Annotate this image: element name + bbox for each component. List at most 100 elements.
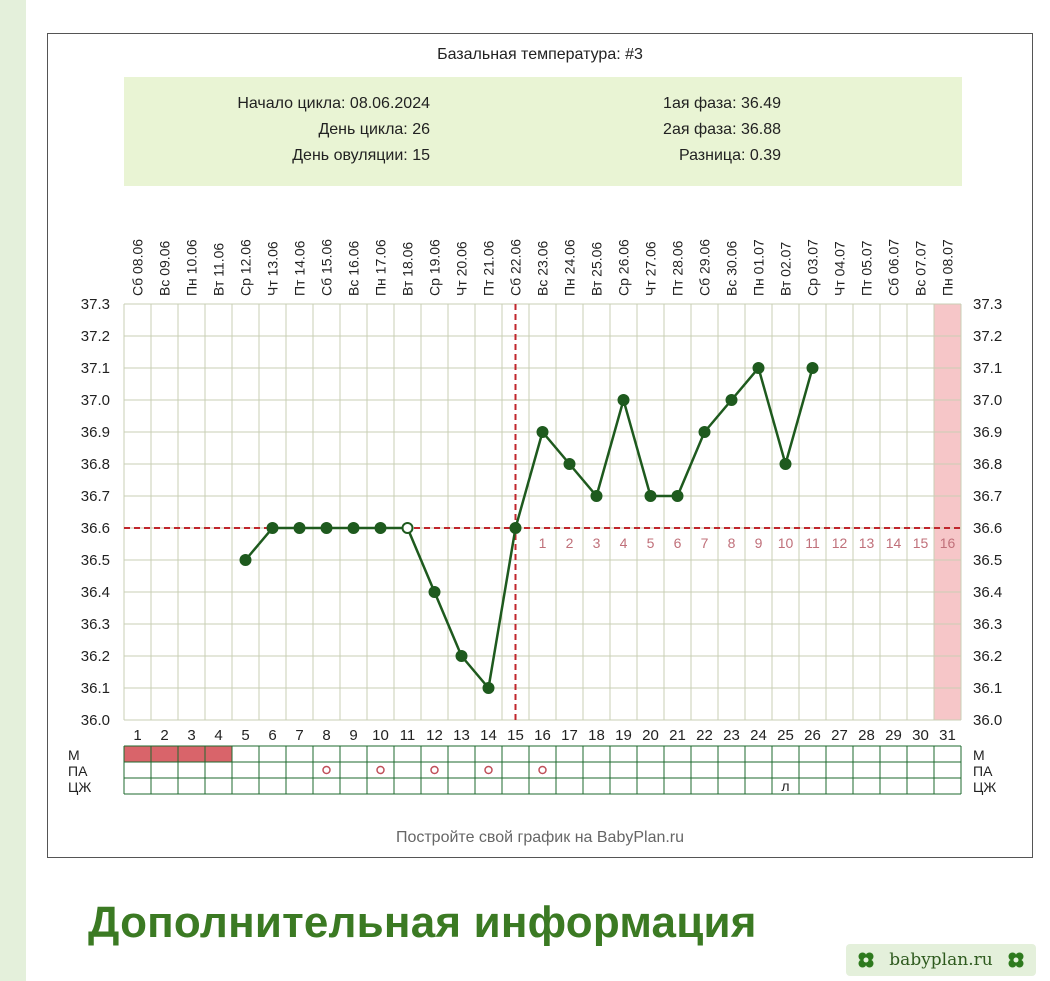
x-day-label: 24 xyxy=(750,727,767,744)
date-label: Пт 21.06 xyxy=(481,240,497,296)
temperature-point xyxy=(428,586,441,598)
x-day-label: 25 xyxy=(777,727,794,744)
date-label: Сб 29.06 xyxy=(697,239,713,296)
bbt-chart: Базальная температура: #3 Начало цикла: 0… xyxy=(47,33,1033,858)
y-tick-label-left: 36.2 xyxy=(81,648,110,665)
site-badge-text: babyplan.ru xyxy=(889,950,993,970)
date-label: Ср 03.07 xyxy=(805,239,821,296)
temperature-point xyxy=(455,650,468,662)
y-tick-label-right: 36.0 xyxy=(973,712,1002,729)
row-label-left: М xyxy=(68,747,80,763)
date-label: Вт 18.06 xyxy=(400,242,416,296)
x-day-label: 14 xyxy=(480,727,497,744)
site-badge[interactable]: babyplan.ru xyxy=(846,944,1036,976)
y-tick-label-right: 36.5 xyxy=(973,552,1002,569)
row-label-left: ЦЖ xyxy=(68,779,91,795)
info-left-1: День цикла: 26 xyxy=(318,121,430,138)
y-tick-label-right: 37.0 xyxy=(973,392,1002,409)
temperature-point xyxy=(320,522,333,534)
row-mark-circle xyxy=(430,765,439,775)
x-day-label: 27 xyxy=(831,727,848,744)
x-day-label: 16 xyxy=(534,727,551,744)
row-mark-circle xyxy=(322,765,331,775)
date-label: Чт 20.06 xyxy=(454,241,470,296)
y-tick-label-left: 36.5 xyxy=(81,552,110,569)
x-day-label: 31 xyxy=(939,727,956,744)
date-label: Сб 08.06 xyxy=(130,239,146,296)
temperature-point xyxy=(725,394,738,406)
date-label: Пт 28.06 xyxy=(670,240,686,296)
x-day-label: 4 xyxy=(214,727,222,744)
info-left-0: Начало цикла: 08.06.2024 xyxy=(237,95,430,112)
x-day-label: 5 xyxy=(241,727,249,744)
row-label-right: ПА xyxy=(973,763,993,779)
y-tick-label-left: 37.3 xyxy=(81,296,110,313)
highlight-day-column xyxy=(934,304,961,720)
y-tick-label-left: 36.8 xyxy=(81,456,110,473)
y-tick-label-right: 36.9 xyxy=(973,424,1002,441)
date-label: Вс 09.06 xyxy=(157,241,173,296)
x-day-label: 9 xyxy=(349,727,357,744)
temperature-point xyxy=(752,362,765,374)
luteal-day-label: 8 xyxy=(728,535,736,551)
clover-icon xyxy=(1008,952,1024,968)
menstruation-cell xyxy=(178,746,205,762)
date-label: Чт 13.06 xyxy=(265,241,281,296)
y-tick-label-left: 36.7 xyxy=(81,488,110,505)
y-tick-label-left: 36.4 xyxy=(81,584,110,601)
date-label: Ср 19.06 xyxy=(427,239,443,296)
bbt-chart-svg: Базальная температура: #3 Начало цикла: 0… xyxy=(68,46,1002,846)
row-label-left: ПА xyxy=(68,763,88,779)
luteal-day-label: 16 xyxy=(940,535,956,551)
luteal-day-label: 14 xyxy=(886,535,902,551)
temperature-point xyxy=(239,554,252,566)
x-day-label: 22 xyxy=(696,727,713,744)
luteal-day-label: 15 xyxy=(913,535,929,551)
y-tick-label-left: 37.0 xyxy=(81,392,110,409)
x-day-label: 28 xyxy=(858,727,875,744)
chart-footer: Постройте свой график на BabyPlan.ru xyxy=(396,829,684,846)
x-day-label: 10 xyxy=(372,727,389,744)
luteal-day-label: 9 xyxy=(755,535,763,551)
info-right-0: 1ая фаза: 36.49 xyxy=(663,95,781,112)
temperature-point xyxy=(347,522,360,534)
x-day-label: 1 xyxy=(133,727,141,744)
row-label-right: М xyxy=(973,747,985,763)
date-label: Сб 22.06 xyxy=(508,239,524,296)
luteal-day-label: 1 xyxy=(539,535,547,551)
date-label: Пт 14.06 xyxy=(292,240,308,296)
x-day-label: 2 xyxy=(160,727,168,744)
temperature-point xyxy=(644,490,657,502)
temperature-point xyxy=(617,394,630,406)
x-day-label: 21 xyxy=(669,727,686,744)
temperature-point xyxy=(266,522,279,534)
luteal-day-label: 5 xyxy=(647,535,655,551)
date-label: Вс 07.07 xyxy=(913,241,929,296)
x-day-label: 26 xyxy=(804,727,821,744)
temperature-point xyxy=(806,362,819,374)
y-tick-label-right: 36.7 xyxy=(973,488,1002,505)
info-box xyxy=(124,77,962,186)
x-day-label: 11 xyxy=(400,727,416,744)
temperature-point xyxy=(374,522,387,534)
row-mark-circle xyxy=(538,765,547,775)
info-left-2: День овуляции: 15 xyxy=(292,147,430,164)
x-day-label: 15 xyxy=(507,727,524,744)
x-day-label: 3 xyxy=(187,727,195,744)
y-tick-label-right: 36.6 xyxy=(973,520,1002,537)
y-tick-label-left: 37.1 xyxy=(81,360,110,377)
date-label: Чт 27.06 xyxy=(643,241,659,296)
y-tick-label-right: 36.1 xyxy=(973,680,1002,697)
date-label: Пн 08.07 xyxy=(940,239,956,296)
y-tick-label-right: 37.1 xyxy=(973,360,1002,377)
clover-icon xyxy=(858,952,874,968)
x-day-label: 8 xyxy=(322,727,330,744)
menstruation-cell xyxy=(151,746,178,762)
luteal-day-label: 12 xyxy=(832,535,848,551)
y-tick-label-right: 36.4 xyxy=(973,584,1002,601)
x-day-label: 30 xyxy=(912,727,929,744)
temperature-point xyxy=(563,458,576,470)
date-label: Вс 23.06 xyxy=(535,241,551,296)
luteal-day-label: 13 xyxy=(859,535,875,551)
info-right-1: 2ая фаза: 36.88 xyxy=(663,121,781,138)
